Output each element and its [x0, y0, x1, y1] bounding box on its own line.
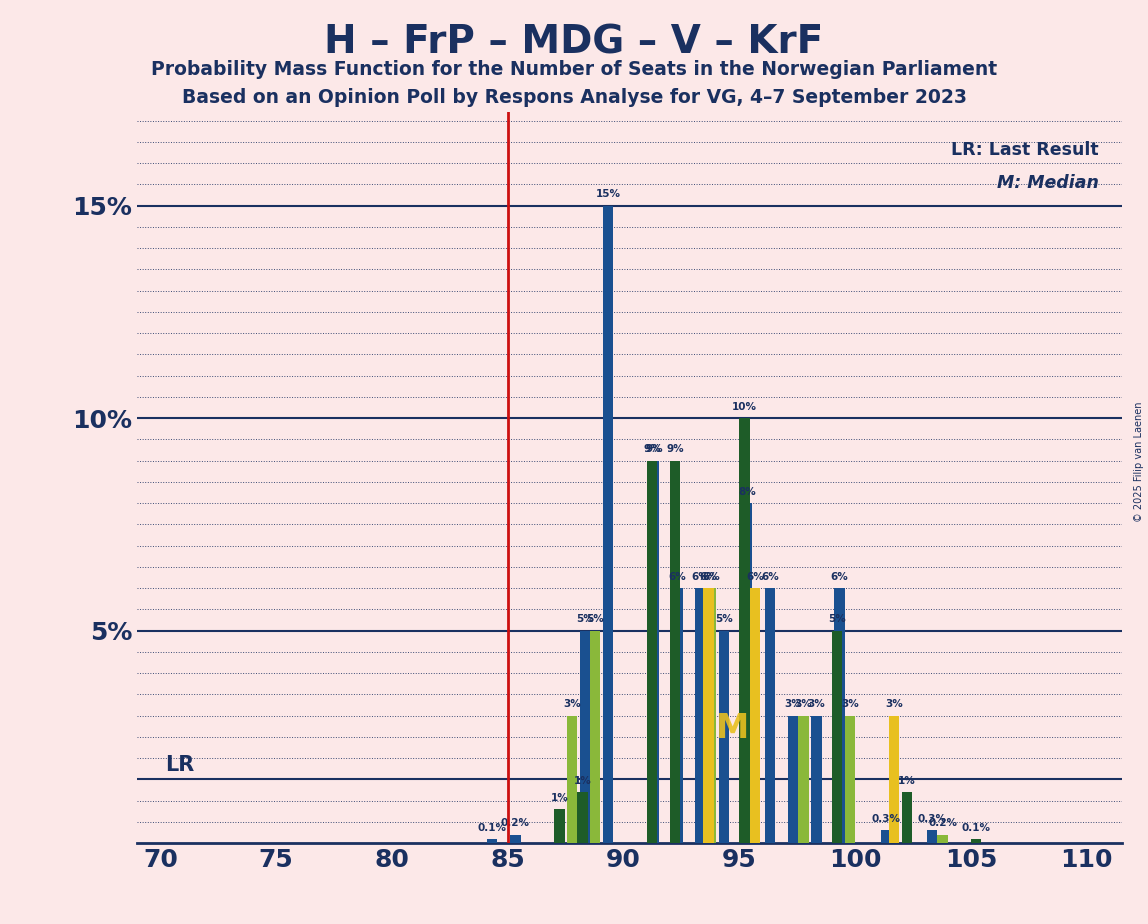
Bar: [603, 205, 613, 844]
Text: 0.2%: 0.2%: [501, 819, 530, 828]
Bar: [835, 588, 845, 844]
Text: LR: Last Result: LR: Last Result: [952, 141, 1099, 159]
Bar: [646, 460, 657, 844]
Bar: [580, 631, 590, 844]
Text: 3%: 3%: [885, 699, 902, 710]
Bar: [938, 834, 948, 844]
Text: 3%: 3%: [794, 699, 813, 710]
Text: 3%: 3%: [564, 699, 581, 710]
Bar: [739, 418, 750, 844]
Bar: [590, 631, 600, 844]
Text: 6%: 6%: [692, 572, 709, 582]
Bar: [577, 792, 588, 844]
Bar: [799, 716, 809, 844]
Text: 6%: 6%: [746, 572, 763, 582]
Bar: [788, 716, 799, 844]
Bar: [649, 460, 659, 844]
Bar: [567, 716, 577, 844]
Text: 0.1%: 0.1%: [478, 822, 506, 833]
Bar: [704, 588, 714, 844]
Text: 6%: 6%: [700, 572, 718, 582]
Text: 6%: 6%: [831, 572, 848, 582]
Bar: [971, 839, 982, 844]
Bar: [742, 503, 752, 844]
Bar: [487, 839, 497, 844]
Text: 1%: 1%: [574, 776, 591, 785]
Text: 9%: 9%: [666, 444, 684, 455]
Text: 1%: 1%: [550, 793, 568, 803]
Text: 5%: 5%: [587, 614, 604, 625]
Bar: [881, 831, 891, 844]
Bar: [719, 631, 729, 844]
Text: Probability Mass Function for the Number of Seats in the Norwegian Parliament: Probability Mass Function for the Number…: [150, 60, 998, 79]
Text: 15%: 15%: [596, 189, 620, 200]
Bar: [670, 460, 681, 844]
Bar: [696, 588, 706, 844]
Text: 9%: 9%: [643, 444, 661, 455]
Text: M: Median: M: Median: [996, 174, 1099, 192]
Text: 0.3%: 0.3%: [917, 814, 947, 824]
Text: LR: LR: [165, 755, 194, 775]
Text: 5%: 5%: [715, 614, 732, 625]
Text: 10%: 10%: [732, 402, 758, 412]
Text: 6%: 6%: [761, 572, 779, 582]
Text: 6%: 6%: [703, 572, 720, 582]
Bar: [554, 809, 565, 844]
Bar: [926, 831, 938, 844]
Bar: [750, 588, 760, 844]
Bar: [510, 834, 520, 844]
Text: H – FrP – MDG – V – KrF: H – FrP – MDG – V – KrF: [325, 23, 823, 61]
Bar: [901, 792, 912, 844]
Text: 6%: 6%: [668, 572, 687, 582]
Bar: [845, 716, 855, 844]
Text: 3%: 3%: [807, 699, 825, 710]
Text: 1%: 1%: [898, 776, 916, 785]
Text: 9%: 9%: [645, 444, 664, 455]
Bar: [812, 716, 822, 844]
Text: 5%: 5%: [576, 614, 594, 625]
Bar: [765, 588, 775, 844]
Bar: [706, 588, 716, 844]
Text: 0.3%: 0.3%: [871, 814, 900, 824]
Text: M: M: [716, 712, 750, 746]
Bar: [673, 588, 683, 844]
Text: 5%: 5%: [829, 614, 846, 625]
Bar: [889, 716, 899, 844]
Text: 8%: 8%: [738, 487, 755, 497]
Text: 3%: 3%: [841, 699, 859, 710]
Text: 3%: 3%: [784, 699, 802, 710]
Text: 0.1%: 0.1%: [962, 822, 991, 833]
Text: 0.2%: 0.2%: [928, 819, 957, 828]
Text: © 2025 Filip van Laenen: © 2025 Filip van Laenen: [1134, 402, 1143, 522]
Bar: [832, 631, 843, 844]
Text: Based on an Opinion Poll by Respons Analyse for VG, 4–7 September 2023: Based on an Opinion Poll by Respons Anal…: [181, 88, 967, 107]
